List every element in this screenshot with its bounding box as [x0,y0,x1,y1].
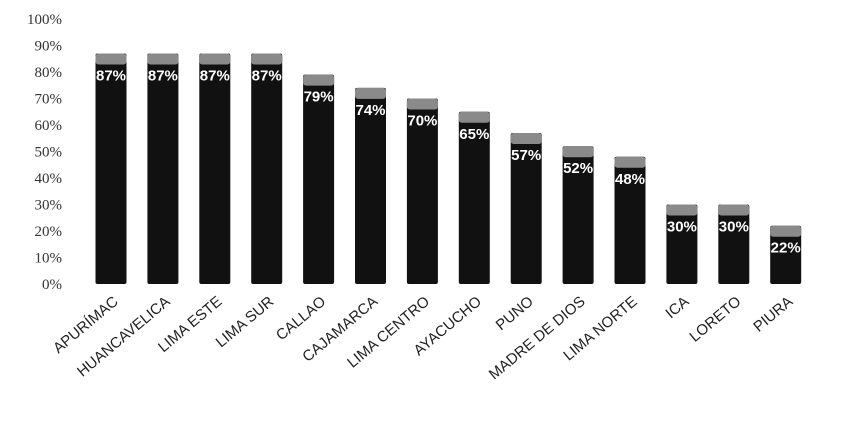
data-label: 57% [511,147,541,164]
bar [95,53,127,285]
bar-cap [355,87,386,99]
y-tick-label: 30% [35,198,63,214]
bar-cap [562,146,594,158]
category-label: HUANCAVELICA [74,293,173,380]
category-label: ICA [662,293,692,322]
y-tick-label: 80% [35,65,63,81]
data-label: 52% [563,160,593,177]
y-tick-label: 20% [35,224,63,240]
bar-cap [95,53,127,65]
bar [147,53,179,285]
bar-cap [510,132,542,144]
bar [458,111,490,284]
bar-cap [770,225,802,237]
bar-cap [303,74,335,86]
data-label: 30% [719,219,749,236]
bar [614,156,646,284]
bar-cap [406,98,438,110]
category-label: PUNO [493,293,537,334]
category-label: PIURA [750,293,796,335]
y-tick-label: 100% [27,12,62,28]
y-axis-ticks: 0% 10% 20% 30% 40% 50% 60% 70% 80% 90% 100% [27,12,62,293]
bar-cap [666,204,698,216]
data-label: 87% [252,67,282,84]
data-label: 79% [304,89,334,106]
bar-cap [147,53,179,65]
bar [562,146,594,284]
bar [303,74,335,285]
bar [355,87,386,285]
bar [770,225,802,284]
y-tick-label: 50% [35,145,63,161]
y-tick-label: 60% [35,118,63,134]
data-label: 74% [355,102,385,119]
category-label: LIMA SUR [213,293,278,351]
data-label: 70% [407,113,437,130]
y-tick-label: 40% [35,171,63,187]
category-label: LORETO [686,293,744,345]
data-labels-group: 87% 87% 87% 87% 79% 74% 70% 65% 57% 52% 48% 30% 30% 2… [96,67,801,256]
bar [406,98,438,284]
data-label: 87% [200,67,230,84]
data-label: 87% [148,67,178,84]
category-label: MADRE DE DIOS [486,293,589,383]
bar-cap [718,204,750,216]
bar-cap [251,53,283,65]
y-tick-label: 0% [42,277,62,293]
data-label: 65% [459,126,489,143]
y-tick-label: 10% [35,251,63,267]
bar [199,53,231,285]
bar-cap [199,53,231,65]
bar-cap [614,156,646,168]
data-label: 48% [615,171,645,188]
y-tick-label: 70% [35,92,63,108]
bar [666,204,698,284]
data-label: 22% [771,240,801,257]
data-label: 87% [96,67,126,84]
bar [510,132,542,284]
y-tick-label: 90% [35,39,63,55]
bar-cap [458,111,490,123]
bars-group [95,53,802,285]
bar [251,53,283,285]
data-label: 30% [667,219,697,236]
bar [718,204,750,284]
